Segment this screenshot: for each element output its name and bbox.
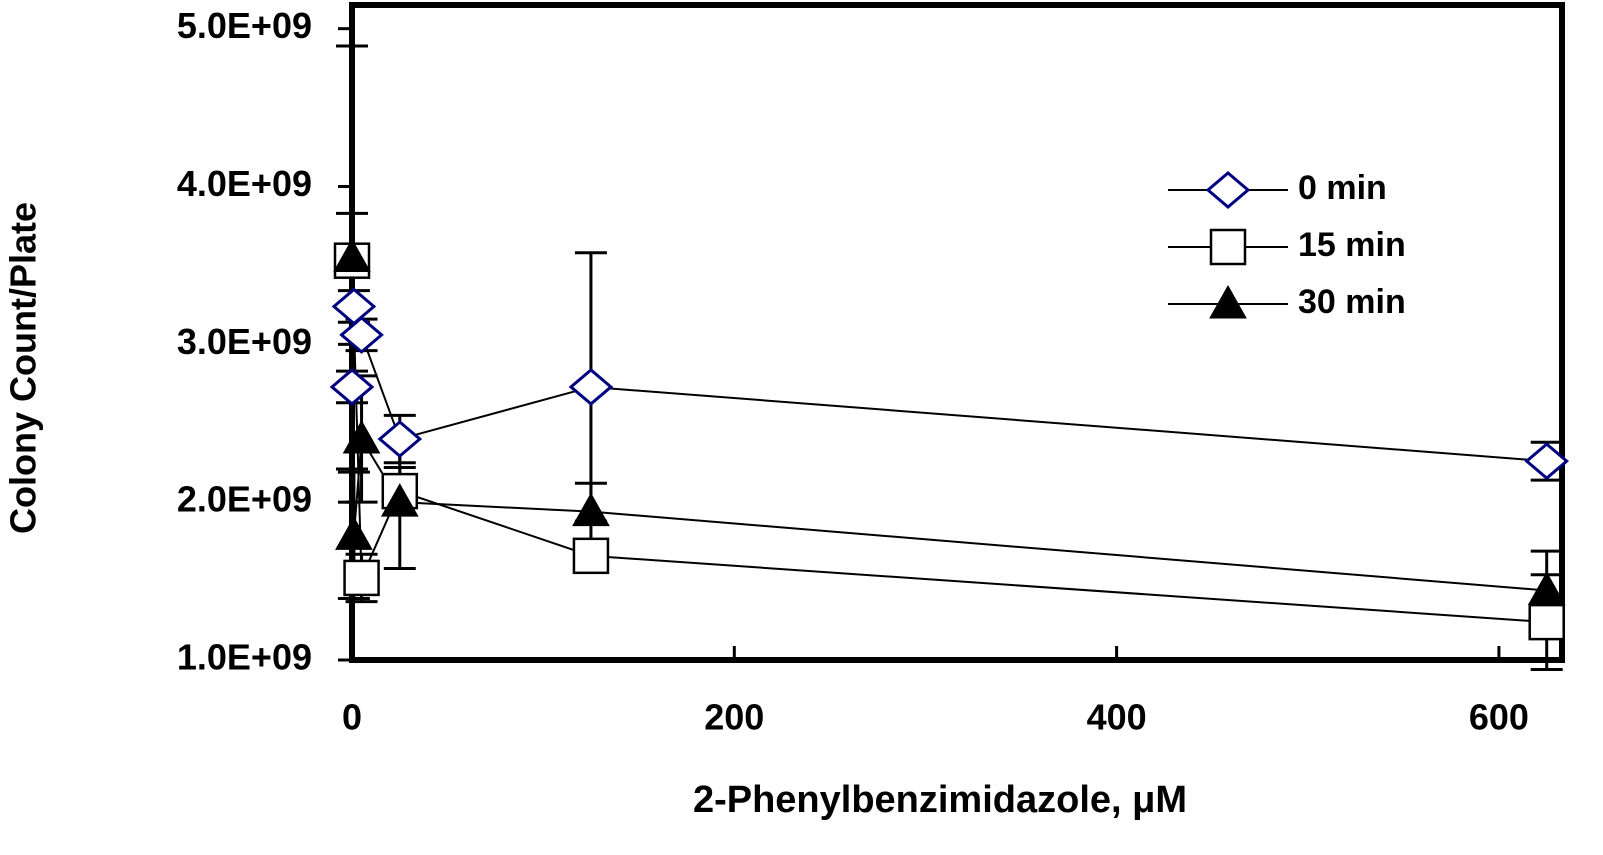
x-tick-label: 200 — [704, 697, 764, 738]
marker-diamond — [339, 315, 384, 354]
legend-label: 0 min — [1298, 169, 1387, 207]
y-tick-label: 2.0E+09 — [177, 479, 312, 520]
legend-marker — [1205, 171, 1251, 209]
legend-label: 30 min — [1298, 283, 1406, 321]
x-tick-label: 400 — [1087, 697, 1147, 738]
marker-diamond — [377, 420, 423, 459]
x-axis-label: 2-Phenylbenzimidazole, μM — [693, 779, 1187, 821]
marker-triangle — [333, 238, 371, 273]
plot-frame — [349, 2, 1565, 663]
y-tick-label: 3.0E+09 — [177, 321, 312, 362]
y-tick-label: 4.0E+09 — [177, 163, 312, 204]
legend-marker — [1209, 228, 1247, 266]
marker-triangle — [342, 420, 381, 454]
marker-triangle — [1527, 571, 1566, 606]
series-line — [351, 306, 1547, 463]
marker-triangle — [380, 483, 419, 517]
marker-square — [1528, 603, 1565, 641]
marker-square — [572, 537, 610, 575]
marker-triangle — [335, 516, 373, 550]
y-axis-label: Colony Count/Plate — [3, 202, 44, 534]
marker-diamond — [568, 367, 614, 406]
legend-marker — [1209, 284, 1247, 319]
y-tick-label: 1.0E+09 — [177, 637, 312, 678]
y-tick-label: 5.0E+09 — [177, 5, 312, 46]
marker-diamond — [329, 367, 375, 406]
marker-square — [343, 559, 380, 597]
marker-triangle — [572, 492, 610, 527]
x-tick-label: 600 — [1469, 697, 1529, 738]
legend: 0 min 15 min 30 min — [1168, 169, 1406, 321]
legend-label: 15 min — [1298, 226, 1406, 264]
marker-diamond — [1524, 442, 1570, 481]
x-tick-label: 0 — [342, 697, 362, 738]
